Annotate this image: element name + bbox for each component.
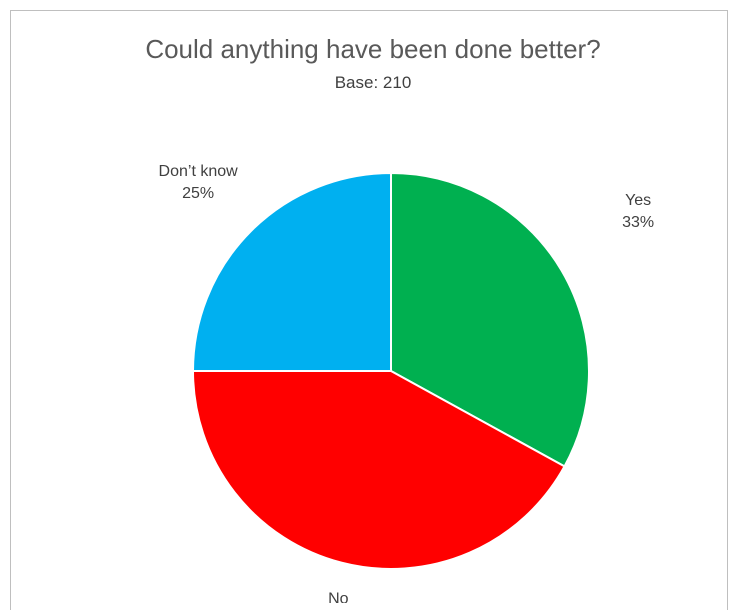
pie-slice-no [191, 370, 566, 570]
chart-subtitle: Base: 210 [335, 73, 412, 92]
pie-slice-don-t-know [191, 171, 392, 372]
chart-frame [10, 10, 728, 610]
chart-title: Could anything have been done better? [145, 34, 600, 64]
pie-slice-yes [390, 171, 590, 468]
pie-slices [191, 171, 590, 570]
slice-label-name: No [328, 591, 349, 603]
slice-label-value: 33% [622, 214, 654, 231]
slice-label-name: Yes [625, 192, 651, 209]
slice-label-value: 25% [182, 185, 214, 202]
slice-label-name: Don’t know [159, 163, 239, 180]
